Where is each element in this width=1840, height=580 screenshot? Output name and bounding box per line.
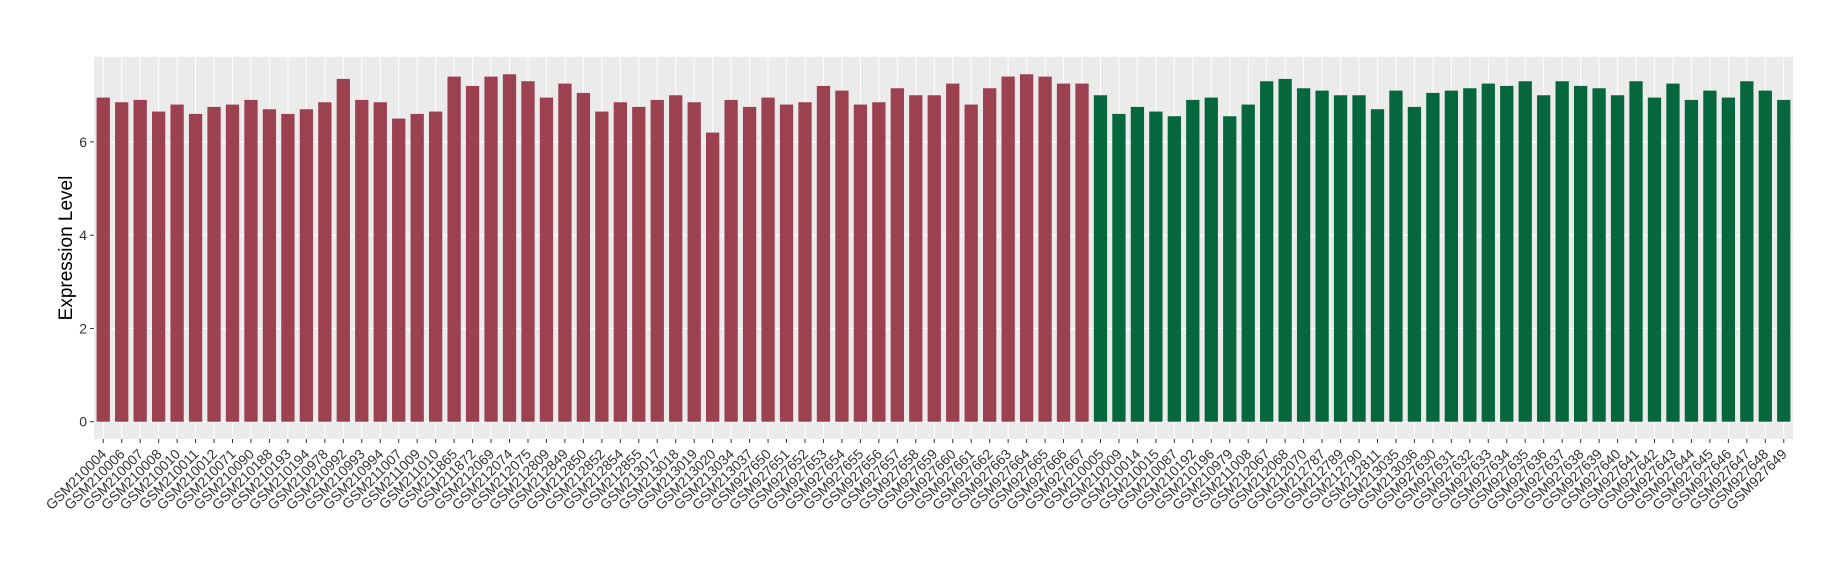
- bar: [1001, 76, 1015, 422]
- y-tick-label: 6: [79, 134, 87, 150]
- bar: [1038, 76, 1052, 422]
- bar: [1647, 97, 1662, 422]
- bar: [1758, 90, 1772, 422]
- bar: [428, 111, 443, 422]
- bar: [188, 113, 203, 422]
- bar: [687, 102, 701, 422]
- bar: [853, 104, 868, 422]
- bar: [742, 106, 757, 422]
- bar: [1629, 81, 1643, 422]
- bar: [1241, 104, 1255, 422]
- bar: [1481, 83, 1495, 422]
- bar: [244, 99, 258, 422]
- bar: [115, 102, 129, 422]
- bar: [964, 104, 978, 422]
- bar: [1056, 83, 1071, 422]
- bar: [1296, 88, 1311, 422]
- bar: [1333, 95, 1348, 422]
- bar: [207, 106, 221, 422]
- y-tick-label: 0: [79, 414, 87, 430]
- bar: [1684, 99, 1699, 422]
- bar: [1130, 106, 1145, 422]
- bar: [1610, 95, 1625, 422]
- bar: [96, 97, 110, 422]
- bar: [447, 76, 461, 422]
- bar: [392, 118, 406, 422]
- bar: [983, 88, 997, 422]
- bar: [1389, 90, 1403, 422]
- bar: [1555, 81, 1569, 422]
- bar: [1703, 90, 1717, 422]
- bar: [1019, 74, 1034, 422]
- bar: [299, 109, 314, 422]
- bar: [909, 95, 923, 422]
- bar: [1352, 95, 1366, 422]
- y-axis-label: Expression Level: [56, 176, 77, 321]
- bar: [1500, 85, 1514, 422]
- bar: [872, 102, 886, 422]
- bar: [890, 88, 904, 422]
- bar: [1537, 95, 1551, 422]
- bar: [1407, 106, 1422, 422]
- bar: [613, 102, 627, 422]
- bar: [779, 104, 794, 422]
- bar: [1777, 99, 1791, 422]
- bar: [835, 90, 849, 422]
- bar: [632, 106, 646, 422]
- bar: [1426, 92, 1440, 422]
- bar: [724, 99, 738, 422]
- bar: [262, 109, 277, 422]
- bar: [946, 83, 960, 422]
- bar: [650, 99, 664, 422]
- bar: [1167, 116, 1181, 422]
- bar: [133, 99, 147, 422]
- bar: [927, 95, 941, 422]
- bar: [373, 102, 387, 422]
- bar: [1093, 95, 1108, 422]
- bar: [1075, 83, 1089, 422]
- bar: [1721, 97, 1736, 422]
- bar: [1573, 85, 1588, 422]
- bar: [539, 97, 554, 422]
- bar: [706, 132, 720, 422]
- bar: [281, 113, 295, 422]
- y-tick-label: 4: [79, 227, 87, 243]
- bar: [410, 113, 424, 422]
- bar: [1112, 113, 1126, 422]
- bar: [1223, 116, 1237, 422]
- bar: [761, 97, 775, 422]
- y-tick-label: 2: [79, 320, 87, 336]
- bar: [1666, 83, 1680, 422]
- bar: [1444, 90, 1459, 422]
- bar: [1463, 88, 1477, 422]
- bar: [355, 99, 369, 422]
- bar: [1186, 99, 1200, 422]
- bar: [1204, 97, 1218, 422]
- bar: [816, 85, 831, 422]
- bar: [669, 95, 683, 422]
- bar: [1370, 109, 1385, 422]
- bar: [798, 102, 812, 422]
- bar: [1149, 111, 1163, 422]
- bar: [1260, 81, 1274, 422]
- bar: [1518, 81, 1532, 422]
- bar: [151, 111, 166, 422]
- bar: [225, 104, 240, 422]
- bar: [558, 83, 572, 422]
- bar: [595, 111, 609, 422]
- bar: [170, 104, 184, 422]
- bar: [318, 102, 332, 422]
- bar: [465, 85, 480, 422]
- bar: [576, 92, 591, 422]
- bar: [1278, 78, 1292, 422]
- bar: [484, 76, 498, 422]
- bar: [1592, 88, 1606, 422]
- bar: [336, 78, 350, 422]
- bar: [502, 74, 517, 422]
- bar: [1315, 90, 1329, 422]
- bar: [521, 81, 535, 422]
- bar: [1740, 81, 1754, 422]
